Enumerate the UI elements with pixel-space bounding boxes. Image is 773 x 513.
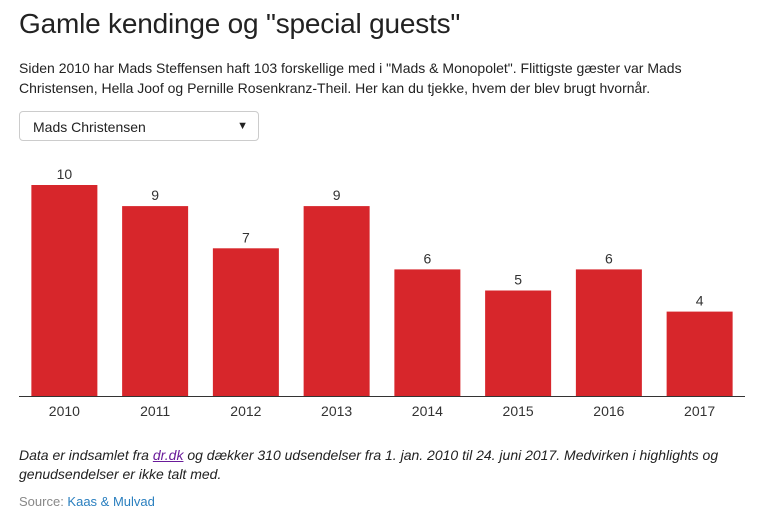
x-tick-2014: 2014 <box>412 403 443 419</box>
data-label-2017: 4 <box>696 293 704 309</box>
footnote-text-start: Data er indsamlet fra <box>19 447 153 463</box>
x-tick-2010: 2010 <box>49 403 80 419</box>
x-tick-2013: 2013 <box>321 403 352 419</box>
person-select-value: Mads Christensen <box>33 119 146 135</box>
data-label-2013: 9 <box>333 187 341 203</box>
data-label-2016: 6 <box>605 250 613 266</box>
source-link[interactable]: Kaas & Mulvad <box>67 494 155 509</box>
data-label-2015: 5 <box>514 272 522 288</box>
x-tick-2017: 2017 <box>684 403 715 419</box>
data-label-2010: 10 <box>57 166 73 182</box>
data-label-2011: 9 <box>151 187 159 203</box>
x-tick-2011: 2011 <box>140 403 170 419</box>
bars-layer <box>31 185 733 397</box>
x-tick-2016: 2016 <box>593 403 624 419</box>
person-select[interactable]: Mads Christensen ▼ <box>19 111 259 141</box>
x-tick-2015: 2015 <box>503 403 534 419</box>
bar-2010[interactable] <box>31 185 98 396</box>
x-tick-labels: 2010 2011 2012 2013 2014 2015 2016 2017 <box>49 403 716 419</box>
bar-2017[interactable] <box>666 311 733 396</box>
data-label-2012: 7 <box>242 229 250 245</box>
bar-2012[interactable] <box>212 248 279 396</box>
bar-2016[interactable] <box>575 269 642 396</box>
footnote-text-end: og dækker 310 udsendelser fra 1. jan. 20… <box>19 447 719 482</box>
bar-2011[interactable] <box>122 206 189 396</box>
source-label: Source: <box>19 494 68 509</box>
labels-layer: 10 9 7 9 6 5 6 4 <box>57 166 704 309</box>
chevron-down-icon: ▼ <box>237 120 248 132</box>
chart-footnote: Data er indsamlet fra dr.dk og dækker 31… <box>19 446 759 484</box>
data-label-2014: 6 <box>423 250 431 266</box>
source-line: Source: Kaas & Mulvad <box>19 494 155 509</box>
bar-2013[interactable] <box>303 206 370 396</box>
chart-subtitle: Siden 2010 har Mads Steffensen haft 103 … <box>19 60 682 96</box>
bar-2014[interactable] <box>394 269 461 396</box>
chart-title: Gamle kendinge og "special guests" <box>19 8 461 39</box>
x-tick-2012: 2012 <box>230 403 261 419</box>
bar-2015[interactable] <box>485 290 552 397</box>
dr-dk-link[interactable]: dr.dk <box>152 447 184 463</box>
